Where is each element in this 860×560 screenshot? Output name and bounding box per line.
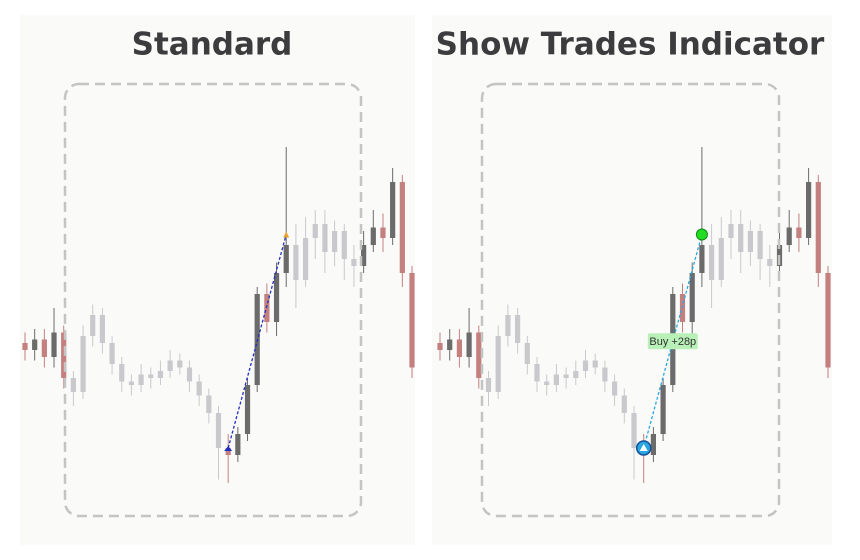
candle-body: [786, 227, 792, 245]
candle-body: [312, 224, 318, 238]
entry-marker: [224, 446, 233, 451]
candle-body: [90, 315, 96, 336]
candle-body: [138, 374, 144, 385]
chart-area: [22, 147, 415, 483]
candle-body: [582, 360, 589, 371]
candle-body: [99, 315, 105, 343]
candle-body: [332, 231, 338, 252]
panel-bg: [432, 15, 832, 545]
candle-body: [447, 339, 453, 350]
candle-body: [22, 343, 28, 350]
candle-body: [689, 273, 695, 322]
candle-body: [283, 245, 289, 273]
candle-body: [592, 360, 598, 368]
focus-box: [63, 82, 363, 518]
candle-body: [825, 273, 831, 368]
candle-body: [196, 381, 202, 396]
candle-body: [380, 227, 386, 238]
focus-box: [480, 82, 781, 518]
candle-body: [351, 259, 357, 266]
candle-body: [128, 381, 135, 385]
candle-body: [109, 343, 115, 364]
panel-title: Standard: [132, 27, 293, 63]
candle-body: [302, 238, 309, 280]
candle-body: [806, 182, 812, 238]
candle-body: [177, 360, 183, 368]
candle-body: [815, 182, 821, 273]
candle-body: [505, 315, 511, 336]
candle-body: [485, 378, 492, 392]
candle-body: [728, 224, 734, 238]
candle-body: [370, 227, 376, 245]
candle-body: [293, 245, 299, 280]
candle-body: [553, 374, 559, 385]
candle-body: [390, 182, 396, 238]
trade-line: [227, 234, 287, 449]
candle-body: [709, 245, 715, 280]
candle-body: [718, 238, 724, 280]
candle-body: [244, 385, 251, 434]
panel-title: Show Trades Indicator: [436, 27, 825, 63]
candle-body: [119, 364, 125, 382]
candle-body: [41, 339, 47, 357]
candle-body: [70, 378, 76, 392]
candle-body: [186, 367, 193, 382]
candle-body: [466, 332, 472, 357]
candle-body: [747, 231, 753, 252]
candle-body: [409, 273, 415, 368]
entry-arrow: [639, 444, 648, 451]
trade-label-bg: [647, 333, 698, 350]
candle-body: [80, 336, 86, 392]
candle-body: [476, 332, 482, 378]
candle-body: [61, 332, 67, 378]
trade-label: Buy +28p: [649, 336, 696, 348]
candle-body: [515, 315, 521, 343]
candle-body: [544, 381, 550, 385]
candle-body: [699, 245, 705, 273]
candle-body: [524, 343, 530, 364]
candle-body: [534, 364, 540, 382]
candle-body: [361, 245, 367, 266]
candle-body: [235, 434, 241, 455]
candle-body: [456, 339, 462, 357]
candle-body: [157, 371, 164, 378]
candle-body: [612, 381, 618, 396]
candle-body: [32, 339, 38, 350]
candle-body: [767, 259, 773, 266]
candle-body: [563, 374, 569, 378]
chart-area: Buy +28p: [437, 147, 831, 483]
exit-marker: [695, 228, 708, 241]
candle-body: [341, 231, 347, 259]
candle-body: [206, 395, 212, 413]
candle-body: [215, 413, 222, 448]
candle-body: [660, 385, 666, 434]
candle-body: [437, 343, 443, 350]
candle-body: [225, 448, 231, 455]
candle-body: [148, 374, 154, 378]
candle-body: [757, 231, 763, 259]
candle-body: [796, 227, 802, 238]
candle-body: [167, 360, 173, 371]
candle-body: [322, 224, 328, 252]
exit-marker: [283, 231, 290, 238]
panel-bg: [20, 15, 415, 545]
candle-body: [650, 434, 656, 455]
candle-body: [495, 336, 501, 392]
candle-body: [602, 367, 608, 382]
candle-body: [399, 182, 405, 273]
candle-body: [51, 332, 57, 357]
candle-body: [621, 395, 627, 413]
candle-body: [631, 413, 637, 448]
candle-body: [273, 273, 280, 322]
candle-body: [738, 224, 744, 252]
candle-body: [573, 371, 579, 378]
